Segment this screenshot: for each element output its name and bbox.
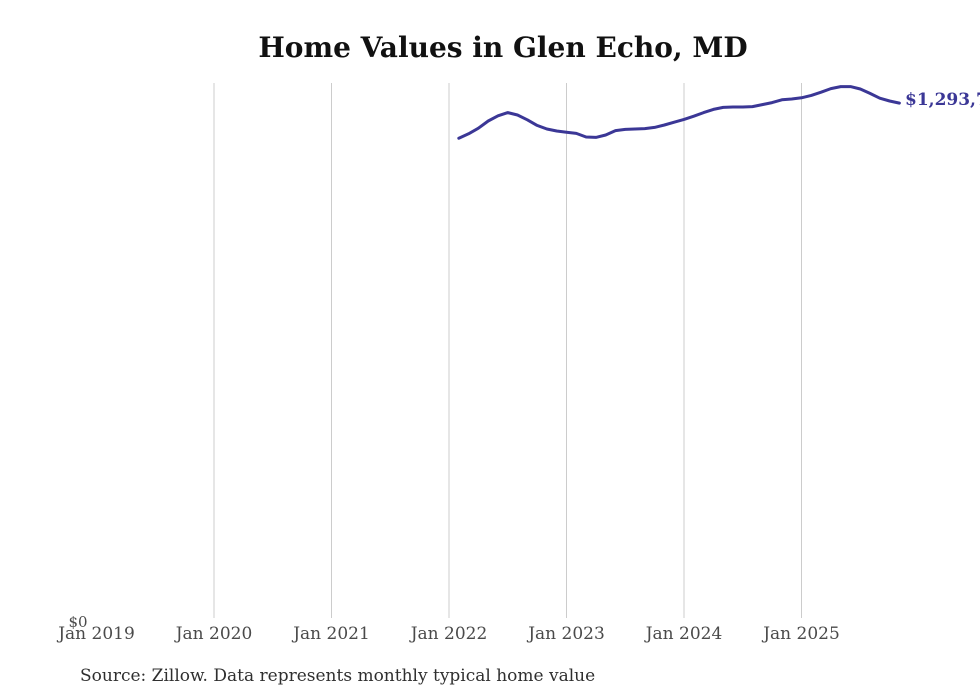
x-axis-tick-label: Jan 2021 bbox=[293, 624, 370, 644]
chart-title: Home Values in Glen Echo, MD bbox=[258, 31, 748, 64]
x-axis-tick-label: Jan 2023 bbox=[528, 624, 605, 644]
x-axis-tick-label: Jan 2024 bbox=[645, 624, 723, 644]
x-axis-tick-label: Jan 2019 bbox=[58, 624, 135, 644]
home-value-line bbox=[457, 85, 901, 140]
x-axis-tick-label: Jan 2022 bbox=[410, 624, 488, 644]
x-axis-tick-label: Jan 2020 bbox=[175, 624, 253, 644]
y-axis-tick-label: $0 bbox=[68, 613, 88, 631]
x-axis-tick-label: Jan 2025 bbox=[763, 624, 840, 644]
source-note: Source: Zillow. Data represents monthly … bbox=[80, 666, 596, 686]
latest-value-label: $1,293,700 bbox=[905, 90, 980, 110]
